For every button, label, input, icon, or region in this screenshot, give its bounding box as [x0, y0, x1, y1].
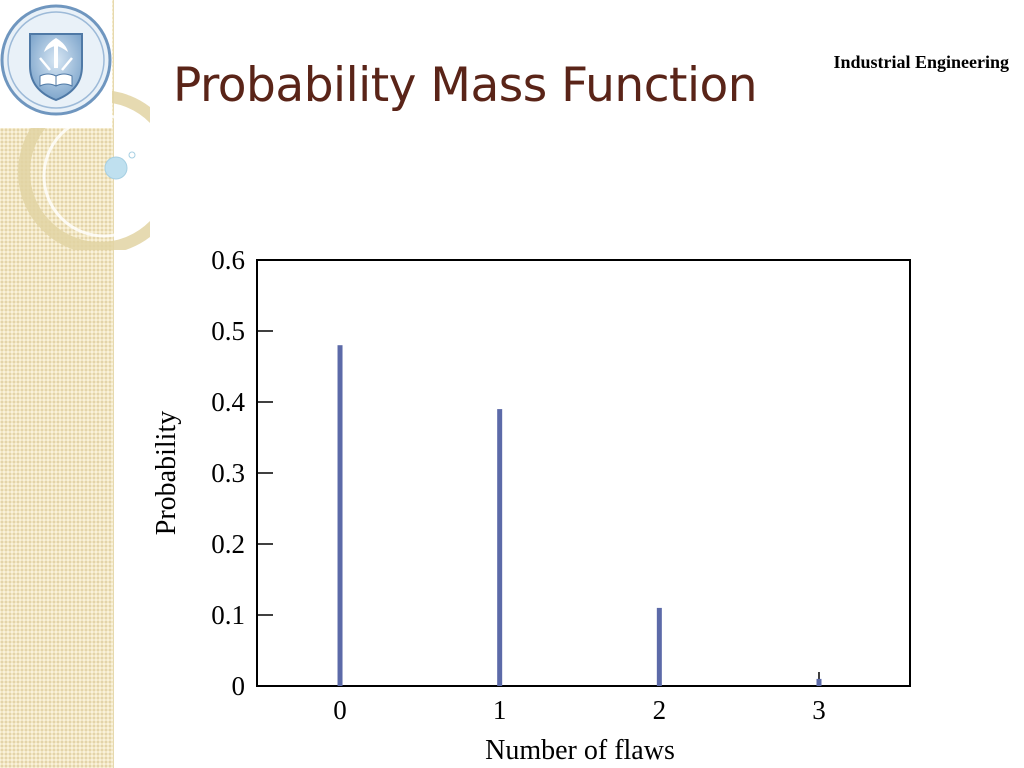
y-axis-ticks: 0 0.1 0.2 0.3 0.4 0.5 0.6	[211, 245, 273, 701]
y-tick-label: 0.6	[211, 245, 245, 275]
x-tick-label: 1	[493, 695, 507, 725]
pmf-chart: 0 0.1 0.2 0.3 0.4 0.5 0.6 0 1 2 3 Probability Num…	[151, 245, 911, 766]
y-tick-label: 0.1	[211, 600, 245, 630]
plot-frame	[256, 259, 911, 687]
side-decoration-band	[0, 0, 114, 768]
bar-0	[337, 345, 343, 686]
university-seal-icon	[0, 4, 112, 116]
x-tick-label: 2	[653, 695, 667, 725]
logo-area	[0, 0, 112, 128]
bar-1	[497, 409, 503, 686]
y-tick-label: 0.4	[211, 387, 245, 417]
bars	[337, 345, 822, 686]
department-label: Industrial Engineering	[833, 52, 1009, 72]
bar-2	[656, 607, 662, 686]
x-axis-ticks: 0 1 2 3	[333, 672, 826, 725]
y-tick-label: 0.3	[211, 458, 245, 488]
y-tick-label: 0	[232, 671, 246, 701]
slide-title: Probability Mass Function	[173, 58, 758, 113]
y-tick-label: 0.5	[211, 316, 245, 346]
y-tick-label: 0.2	[211, 529, 245, 559]
y-axis-label: Probability	[151, 411, 182, 535]
bar-3	[816, 678, 822, 686]
x-tick-label: 0	[333, 695, 347, 725]
x-tick-label: 3	[812, 695, 826, 725]
x-axis-label: Number of flaws	[485, 735, 675, 766]
